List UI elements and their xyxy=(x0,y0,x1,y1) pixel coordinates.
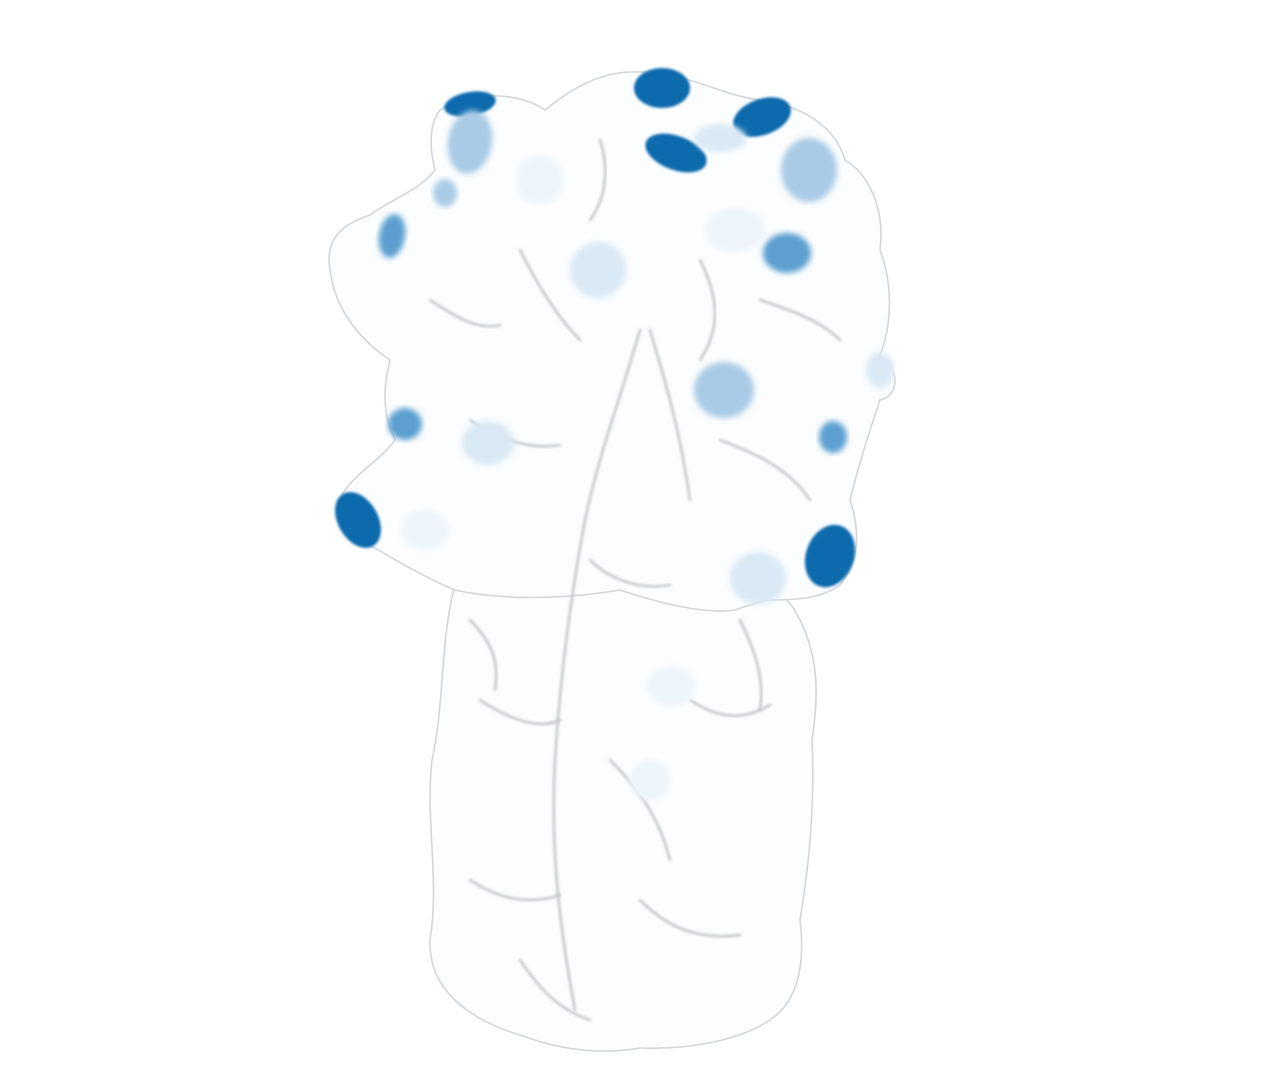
surface-patch-tint-medium xyxy=(781,138,837,202)
surface-patch-tint-faint xyxy=(401,510,449,550)
surface-groove xyxy=(518,248,582,342)
surface-patch-tint-max xyxy=(733,97,791,137)
surface-patch-tint-light xyxy=(866,352,894,388)
surface-groove xyxy=(588,558,672,588)
surface-patch-tint-max xyxy=(634,68,690,108)
surface-groove xyxy=(698,258,717,362)
surface-patch-tint-light xyxy=(694,124,746,152)
surface-groove xyxy=(552,328,642,1012)
surface-groove xyxy=(718,438,812,502)
stalk-surface xyxy=(429,584,817,1052)
surface-patch-tint-max xyxy=(335,492,381,548)
surface-patch-tint-strong xyxy=(819,421,847,453)
surface-groove xyxy=(638,898,742,938)
surface-patch-tint-faint xyxy=(630,760,670,800)
surface-patch-tint-faint xyxy=(516,156,564,204)
surface-patch-tint-medium xyxy=(447,110,493,174)
surface-groove xyxy=(608,758,672,862)
surface-patch-tint-max xyxy=(444,91,496,117)
surface-patch-tint-faint xyxy=(705,208,765,252)
surface-patch-tint-max xyxy=(804,524,856,588)
surface-groove xyxy=(758,298,842,342)
colored-patches xyxy=(335,68,894,800)
surface-groove xyxy=(478,698,562,726)
surface-patch-tint-max xyxy=(645,133,707,173)
surface-patch-tint-strong xyxy=(388,408,422,440)
surface-patch-tint-faint xyxy=(647,666,695,706)
surface-patch-tint-light xyxy=(730,552,786,604)
surface-patch-tint-medium xyxy=(694,362,754,418)
surface-patch-tint-light xyxy=(570,242,626,298)
surface-groove xyxy=(518,958,592,1022)
surface-patch-tint-light xyxy=(462,421,514,465)
surface-grooves xyxy=(428,138,842,1022)
surface-patch-tint-strong xyxy=(378,214,406,258)
surface-groove xyxy=(468,618,498,692)
surface-groove xyxy=(588,138,607,222)
surface-patch-tint-medium xyxy=(433,179,457,207)
surface-patch-tint-strong xyxy=(763,233,811,273)
surface-groove xyxy=(648,328,692,502)
surface-groove xyxy=(428,298,502,328)
surface-groove xyxy=(688,698,772,717)
surface-groove xyxy=(468,878,562,902)
surface-groove xyxy=(738,618,763,712)
